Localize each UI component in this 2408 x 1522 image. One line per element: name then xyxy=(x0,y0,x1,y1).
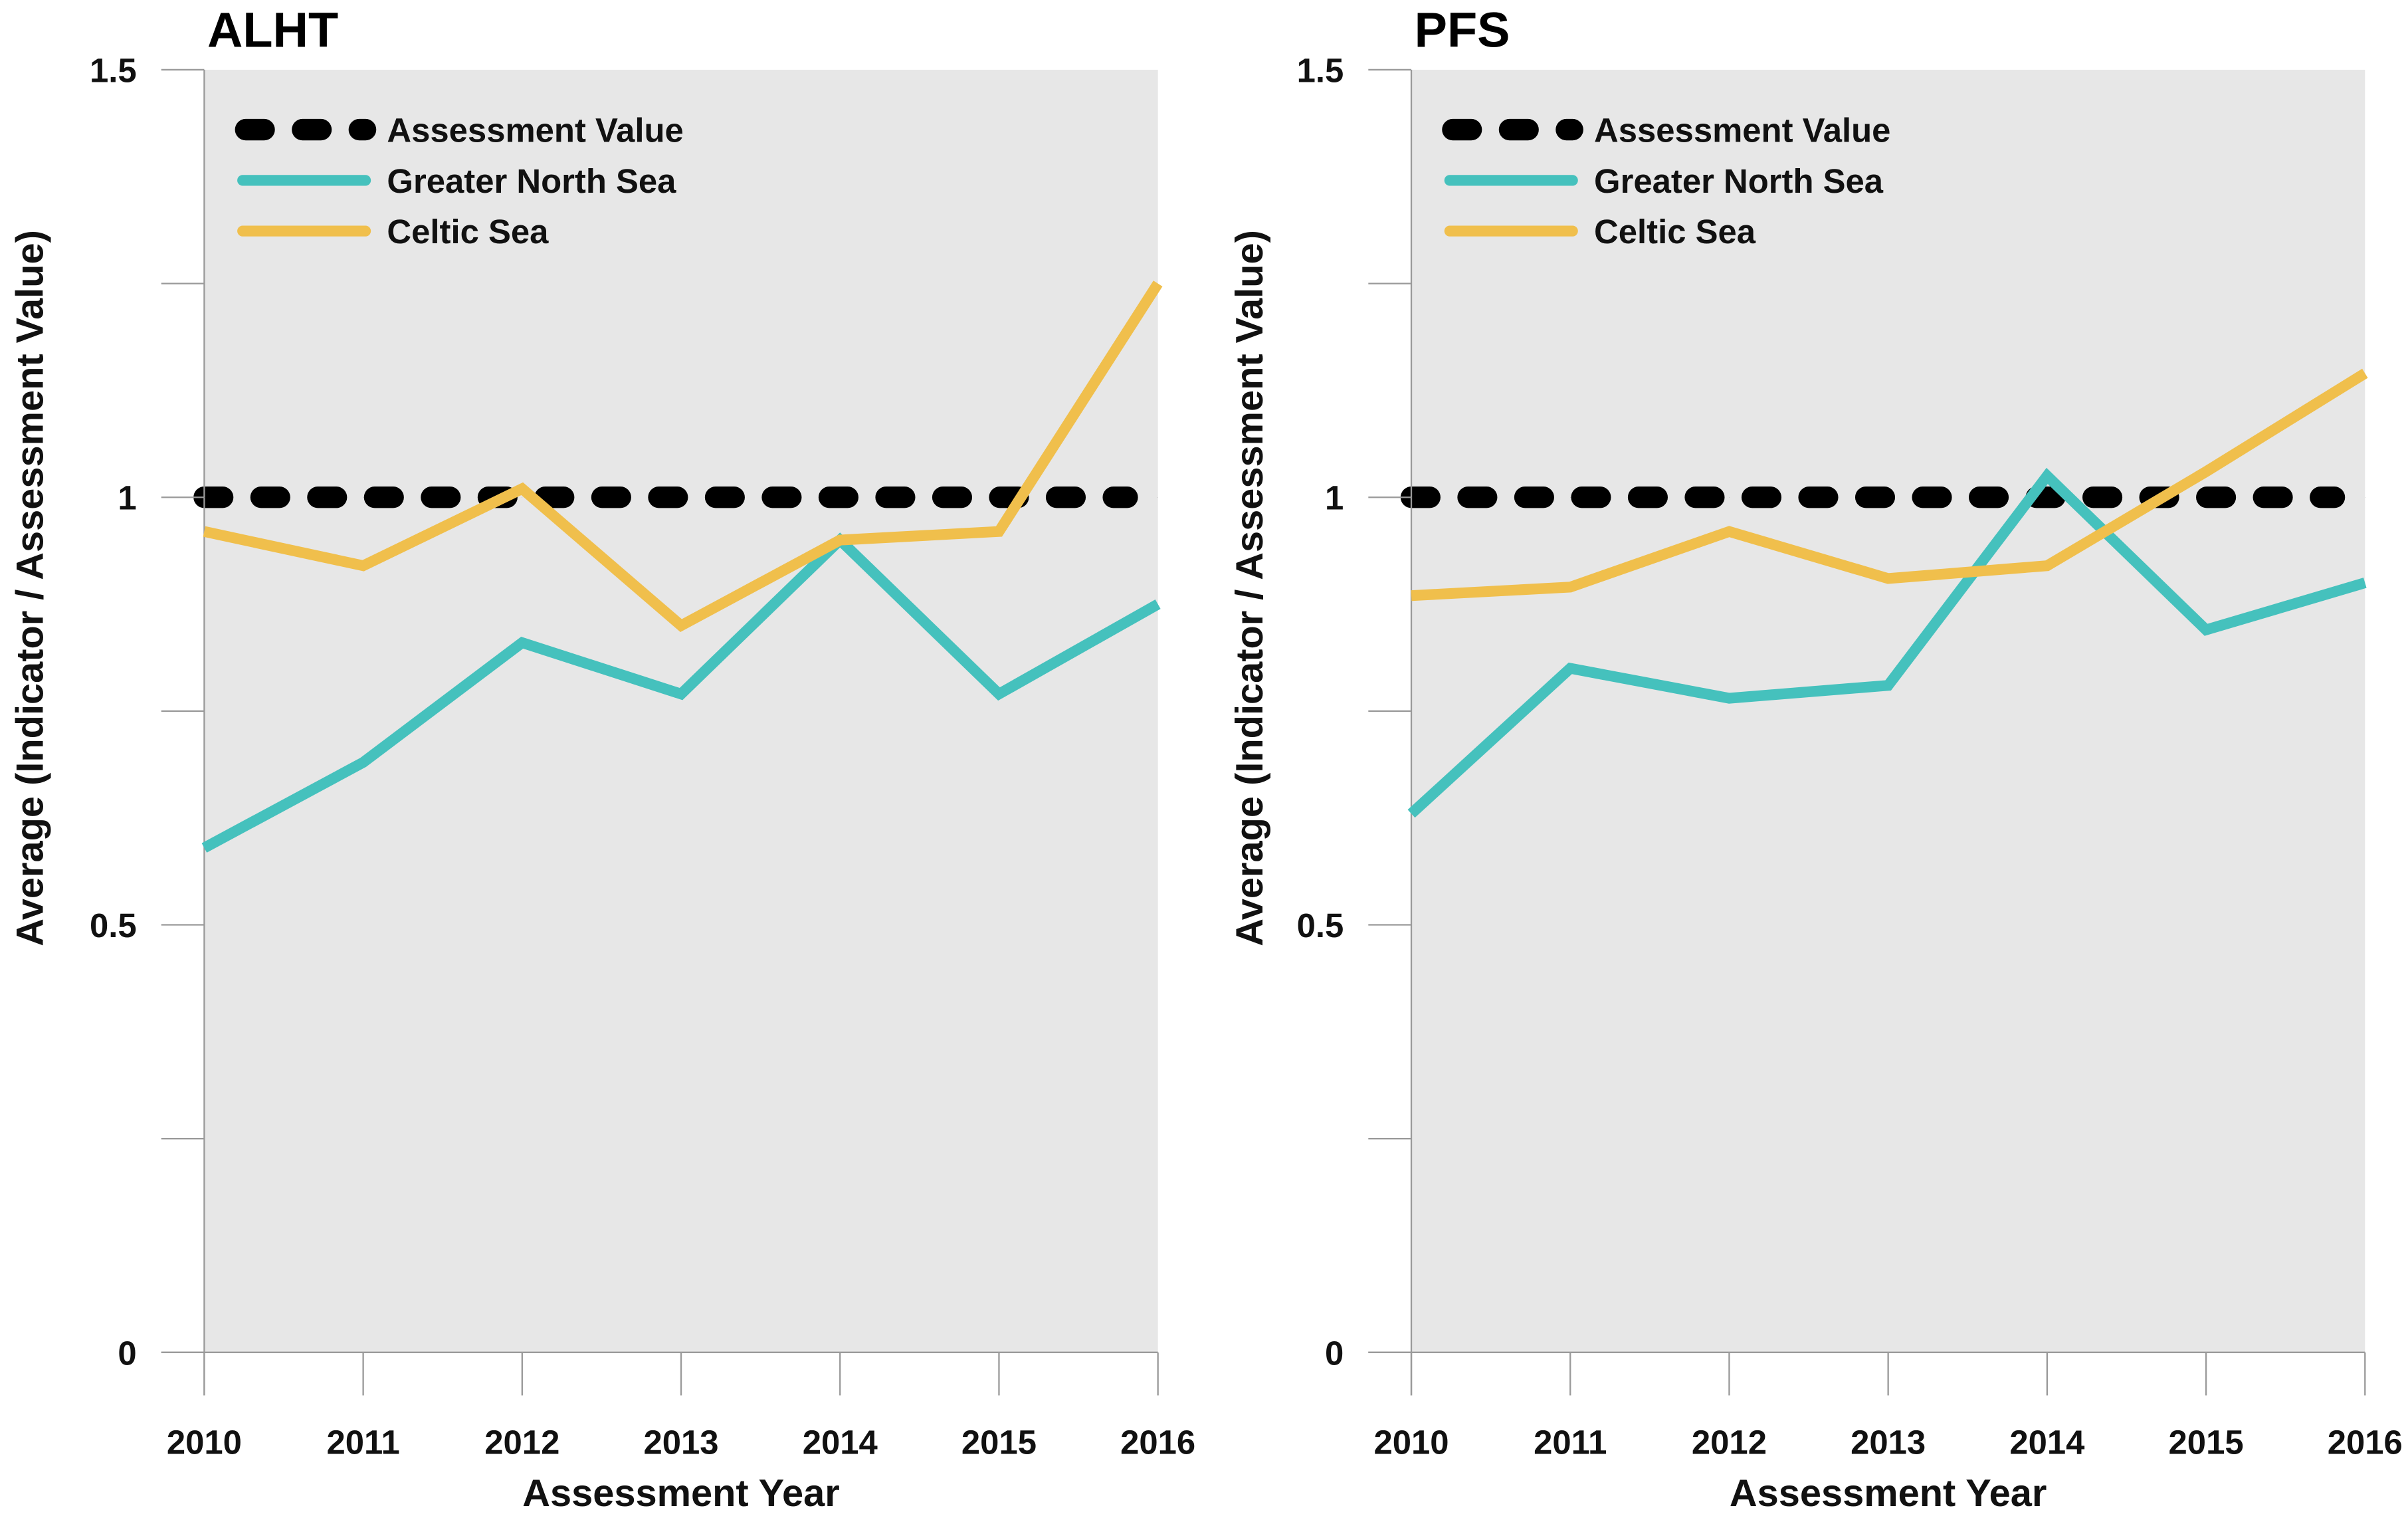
legend-label: Greater North Sea xyxy=(387,162,676,200)
y-tick-label: 1.5 xyxy=(90,51,137,89)
y-axis-title: Average (Indicator / Assessment Value) xyxy=(1229,230,1271,946)
legend-label: Greater North Sea xyxy=(1594,162,1884,200)
x-tick-label: 2014 xyxy=(2009,1423,2084,1461)
x-axis-title: Assessment Year xyxy=(522,1472,839,1515)
x-tick-label: 2012 xyxy=(484,1423,559,1461)
y-tick-label: 1 xyxy=(118,479,136,517)
plot-area xyxy=(1411,69,2365,1353)
y-tick-label: 1 xyxy=(1325,479,1344,517)
x-tick-label: 2011 xyxy=(326,1423,399,1461)
x-tick-label: 2013 xyxy=(1851,1423,1926,1461)
y-tick-label: 1.5 xyxy=(1297,51,1344,89)
chart-panel-pfs: 0 0.5 1 1.5 2010 2011 2012 2013 2014 2015 2016 Asse… xyxy=(1229,2,2403,1515)
plot-area xyxy=(204,69,1158,1353)
y-tick-label: 0 xyxy=(1325,1334,1344,1372)
y-tick-label: 0.5 xyxy=(90,907,137,944)
x-tick-label: 2014 xyxy=(803,1423,878,1461)
legend-label: Assessment Value xyxy=(1594,112,1890,150)
chart-title: ALHT xyxy=(207,2,338,57)
x-tick-label: 2015 xyxy=(2169,1423,2244,1461)
x-axis-title: Assessment Year xyxy=(1730,1472,2047,1515)
x-tick-label: 2012 xyxy=(1692,1423,1767,1461)
legend-label: Celtic Sea xyxy=(1594,213,1756,251)
x-tick-label: 2015 xyxy=(961,1423,1037,1461)
y-tick-label: 0.5 xyxy=(1297,907,1344,944)
x-tick-label: 2011 xyxy=(1534,1423,1607,1461)
x-tick-label: 2016 xyxy=(2328,1423,2403,1461)
x-tick-label: 2016 xyxy=(1120,1423,1195,1461)
y-tick-label: 0 xyxy=(118,1334,136,1372)
chart-title: PFS xyxy=(1415,2,1510,57)
x-tick-label: 2013 xyxy=(643,1423,718,1461)
y-axis-title: Average (Indicator / Assessment Value) xyxy=(9,230,52,946)
legend-label: Celtic Sea xyxy=(387,213,549,251)
chart-panel-alht: 0 0.5 1 1.5 2010 2011 2012 2013 2014 2015 2016 Asse… xyxy=(9,2,1195,1515)
x-tick-label: 2010 xyxy=(1373,1423,1449,1461)
x-tick-label: 2010 xyxy=(167,1423,242,1461)
legend-label: Assessment Value xyxy=(387,112,683,150)
